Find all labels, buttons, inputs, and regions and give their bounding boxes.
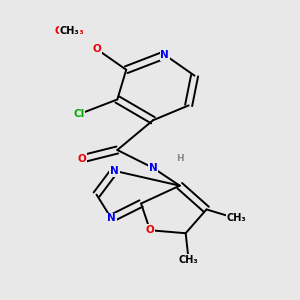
Text: N: N	[107, 213, 116, 224]
Text: CH₃: CH₃	[60, 26, 80, 36]
Text: CH₃: CH₃	[179, 255, 199, 265]
Text: N: N	[110, 166, 119, 176]
Text: N: N	[160, 50, 169, 60]
Text: O: O	[92, 44, 101, 54]
Text: Cl: Cl	[73, 109, 84, 119]
Text: OCH₃: OCH₃	[55, 26, 85, 36]
Text: O: O	[77, 154, 86, 164]
Text: O: O	[146, 225, 154, 235]
Text: CH₃: CH₃	[226, 213, 246, 224]
Text: N: N	[148, 163, 157, 173]
Text: H: H	[176, 154, 184, 164]
